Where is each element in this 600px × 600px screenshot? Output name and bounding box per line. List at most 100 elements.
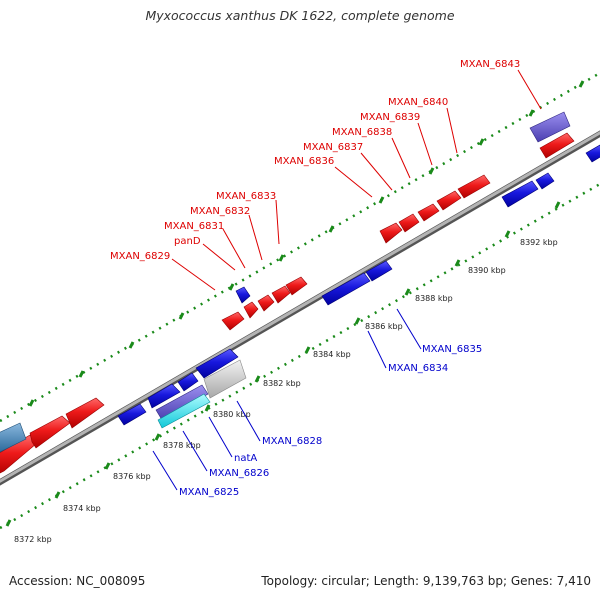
scale-tick bbox=[204, 404, 211, 412]
pseudogene-feature[interactable] bbox=[203, 359, 247, 399]
gene-arrow-forward[interactable] bbox=[539, 132, 575, 159]
scale-label: 8384 kbp bbox=[313, 350, 351, 359]
leader-line bbox=[396, 308, 422, 350]
gene-label-forward[interactable]: MXAN_6831 bbox=[164, 221, 224, 232]
gene-arrow-reverse[interactable] bbox=[195, 348, 239, 379]
gene-label-reverse[interactable]: MXAN_6835 bbox=[422, 344, 482, 355]
scale-tick bbox=[178, 312, 185, 320]
highlighted-gene[interactable] bbox=[157, 393, 211, 429]
gene-label-forward[interactable]: MXAN_6837 bbox=[303, 142, 363, 153]
scale-tick bbox=[154, 433, 161, 441]
gene-arrow-reverse[interactable] bbox=[117, 403, 147, 426]
scale-label: 8380 kbp bbox=[213, 410, 251, 419]
scale-tick bbox=[354, 317, 361, 325]
gene-arrow-forward[interactable] bbox=[285, 276, 308, 296]
scale-ticks bbox=[5, 201, 561, 527]
leader-line bbox=[517, 69, 542, 110]
scale-tick bbox=[228, 283, 235, 291]
scale-label: 8382 kbp bbox=[263, 379, 301, 388]
scale-tick bbox=[404, 288, 411, 296]
leader-line bbox=[417, 122, 433, 166]
gene-arrow-forward[interactable] bbox=[379, 222, 403, 244]
scale-tick bbox=[28, 399, 35, 407]
scale-label: 8386 kbp bbox=[365, 322, 403, 331]
gene-label-forward[interactable]: MXAN_6832 bbox=[190, 206, 250, 217]
selected-gene-top[interactable] bbox=[529, 111, 571, 143]
gene-label-forward[interactable]: panD bbox=[174, 236, 201, 247]
gene-label-forward[interactable]: MXAN_6838 bbox=[332, 127, 392, 138]
accession-text: Accession: NC_008095 bbox=[9, 574, 146, 588]
leader-line bbox=[152, 450, 178, 491]
gene-arrow-forward[interactable] bbox=[221, 311, 245, 331]
gene-arrow-reverse[interactable] bbox=[177, 372, 199, 392]
leader-line bbox=[367, 330, 387, 369]
genome-backbone bbox=[0, 131, 600, 483]
gene-arrow-forward[interactable] bbox=[457, 174, 491, 199]
gene-arrow-reverse[interactable] bbox=[235, 286, 251, 304]
scale-label: 8378 kbp bbox=[163, 441, 201, 450]
gene-label-reverse[interactable]: MXAN_6825 bbox=[179, 487, 239, 498]
reverse-genes[interactable] bbox=[117, 144, 600, 426]
gene-label-forward[interactable]: MXAN_6840 bbox=[388, 97, 448, 108]
scale-label: 8376 kbp bbox=[113, 472, 151, 481]
gene-label-reverse[interactable]: MXAN_6828 bbox=[262, 436, 322, 447]
scale-tick bbox=[78, 370, 85, 378]
leader-line bbox=[334, 166, 373, 198]
scale-tick bbox=[578, 80, 585, 88]
rna-feature[interactable] bbox=[0, 422, 27, 453]
scale-tick bbox=[378, 196, 385, 204]
scale-tick bbox=[478, 138, 485, 146]
gene-label-reverse[interactable]: natA bbox=[234, 453, 257, 464]
leader-line bbox=[208, 416, 233, 458]
gene-label-forward[interactable]: MXAN_6843 bbox=[460, 59, 520, 70]
gene-arrow-reverse[interactable] bbox=[365, 260, 393, 282]
gene-arrow-forward[interactable] bbox=[257, 294, 275, 312]
upper-ticks bbox=[28, 80, 585, 407]
scale-label: 8374 kbp bbox=[63, 504, 101, 513]
gene-arrow-forward[interactable] bbox=[271, 285, 291, 304]
gene-label-reverse[interactable]: MXAN_6834 bbox=[388, 363, 448, 374]
leader-line bbox=[360, 152, 393, 191]
gene-arrow-reverse[interactable] bbox=[147, 383, 181, 409]
leader-line bbox=[446, 107, 458, 154]
gene-arrow-reverse[interactable] bbox=[501, 180, 539, 208]
scale-tick bbox=[428, 167, 435, 175]
gene-label-reverse[interactable]: MXAN_6826 bbox=[209, 468, 269, 479]
leader-line bbox=[202, 243, 236, 271]
gene-label-forward[interactable]: MXAN_6829 bbox=[110, 251, 170, 262]
gene-arrow-forward[interactable] bbox=[243, 301, 259, 319]
selected-gene[interactable] bbox=[155, 384, 209, 421]
scale-tick bbox=[454, 259, 461, 267]
reverse-leader-lines bbox=[152, 308, 422, 491]
scale-tick bbox=[328, 225, 335, 233]
scale-label: 8388 kbp bbox=[415, 294, 453, 303]
scale-tick bbox=[304, 346, 311, 354]
scale-tick bbox=[528, 109, 535, 117]
lower-guide-line bbox=[0, 182, 600, 530]
forward-genes[interactable] bbox=[0, 132, 575, 475]
gene-arrow-forward[interactable] bbox=[65, 397, 105, 429]
scale-tick bbox=[128, 341, 135, 349]
scale-label: 8372 kbp bbox=[14, 535, 52, 544]
leader-line bbox=[182, 430, 208, 472]
gene-arrow-reverse[interactable] bbox=[535, 172, 555, 190]
gene-arrow-reverse[interactable] bbox=[321, 272, 371, 306]
scale-label: 8390 kbp bbox=[468, 266, 506, 275]
gene-arrow-forward[interactable] bbox=[436, 190, 462, 211]
gene-label-forward[interactable]: MXAN_6839 bbox=[360, 112, 420, 123]
gene-arrow-reverse[interactable] bbox=[585, 144, 600, 163]
forward-leader-lines bbox=[171, 69, 542, 291]
scale-tick bbox=[278, 254, 285, 262]
gene-arrow-forward[interactable] bbox=[398, 213, 420, 233]
scale-tick bbox=[554, 201, 561, 209]
gene-label-forward[interactable]: MXAN_6833 bbox=[216, 191, 276, 202]
leader-line bbox=[222, 228, 246, 269]
leader-line bbox=[171, 258, 216, 291]
gene-label-forward[interactable]: MXAN_6836 bbox=[274, 156, 334, 167]
scale-tick bbox=[54, 491, 61, 499]
genome-summary-text: Topology: circular; Length: 9,139,763 bp… bbox=[261, 574, 591, 588]
gene-arrow-forward[interactable] bbox=[29, 415, 71, 449]
gene-arrow-forward[interactable] bbox=[417, 203, 440, 222]
scale-tick bbox=[5, 519, 12, 527]
